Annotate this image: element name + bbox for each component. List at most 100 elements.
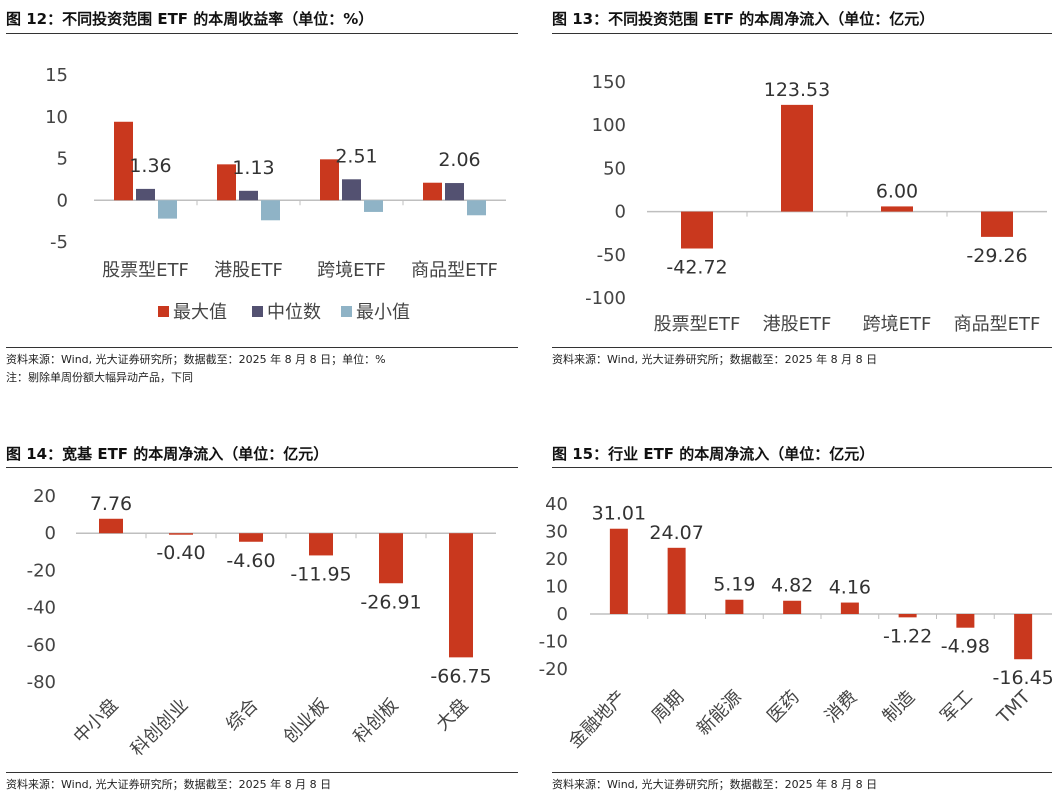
category-label: 科创板 [350, 695, 403, 748]
bar-最大值 [217, 164, 236, 201]
bar [783, 600, 802, 614]
category-label: 周期 [648, 687, 688, 727]
data-label: 4.16 [829, 577, 871, 599]
returns-chart: -5 0 5 10 15 1.36 股票型ETF 1.13 港股ETF 2.51 跨境ETF 2.06… [45, 65, 506, 323]
data-label: 1.36 [129, 155, 171, 177]
bar-中位数 [239, 190, 258, 201]
category-label: 港股ETF [214, 260, 283, 281]
category-label: 大盘 [432, 695, 472, 735]
bar-最小值 [467, 200, 486, 216]
category-label: 跨境ETF [863, 314, 932, 335]
source-note: 资料来源：Wind, 光大证券研究所；数据截至：2025 年 8 月 8 日 [552, 778, 878, 791]
y-tick-label: 20 [545, 549, 568, 570]
legend-label: 最大值 [173, 302, 227, 323]
bar [239, 533, 263, 542]
data-label: 2.51 [335, 145, 377, 167]
source-rule [6, 347, 518, 348]
source-note: 资料来源：Wind, 光大证券研究所；数据截至：2025 年 8 月 8 日；单… [6, 353, 386, 366]
y-tick-label: 0 [615, 202, 626, 223]
data-label: 6.00 [876, 180, 918, 202]
y-tick-label: -80 [27, 672, 56, 693]
bar [781, 104, 813, 212]
data-label: -0.40 [156, 542, 205, 564]
data-label: 123.53 [764, 79, 830, 101]
figure-13-panel: 图 13：不同投资范围 ETF 的本周净流入（单位：亿元） -100 -50 0 50… [552, 0, 1052, 390]
data-label: -4.98 [941, 636, 990, 658]
data-label: 7.76 [90, 493, 132, 515]
title-rule [552, 467, 1052, 468]
y-tick-label: 40 [545, 494, 568, 515]
bar [1014, 614, 1033, 660]
category-label: 股票型ETF [654, 314, 741, 335]
y-tick-label: -60 [27, 635, 56, 656]
category-label: TMT [993, 686, 1036, 729]
data-label: 5.19 [713, 574, 755, 596]
bar [667, 547, 686, 614]
figure-15-panel: 图 15：行业 ETF 的本周净流入（单位：亿元） -20 -10 0 10 20 30 4… [539, 436, 1054, 795]
bar [981, 211, 1013, 237]
sector-inflow-chart: -20 -10 0 10 20 30 40 31.01 金融地产 24.07 周期 5.19 新能源 4.… [539, 494, 1054, 753]
data-label: -1.22 [883, 625, 932, 647]
bar-最大值 [320, 159, 339, 201]
category-label: 跨境ETF [317, 260, 386, 281]
category-label: 金融地产 [565, 687, 631, 753]
bar-中位数 [342, 179, 361, 201]
data-label: 4.82 [771, 575, 813, 597]
y-tick-label: 15 [45, 65, 68, 86]
data-label: 24.07 [649, 522, 703, 544]
bar [840, 602, 859, 614]
category-label: 综合 [222, 695, 262, 735]
title-rule [6, 467, 518, 468]
source-rule [6, 772, 518, 773]
figure-title: 图 13：不同投资范围 ETF 的本周净流入（单位：亿元） [552, 10, 935, 28]
bar-最小值 [158, 200, 177, 219]
y-tick-label: -20 [539, 659, 568, 680]
source-rule [552, 772, 1052, 773]
bar [99, 518, 123, 534]
y-tick-label: -40 [27, 598, 56, 619]
data-label: -42.72 [666, 257, 727, 279]
legend-label: 最小值 [356, 302, 410, 323]
category-label: 港股ETF [763, 314, 832, 335]
y-tick-label: 10 [45, 107, 68, 128]
y-tick-label: -100 [585, 288, 626, 309]
bar [898, 614, 917, 618]
bar-中位数 [445, 183, 464, 201]
category-label: 股票型ETF [102, 260, 189, 281]
data-label: -26.91 [360, 591, 421, 613]
title-rule [6, 33, 518, 34]
y-tick-label: 50 [603, 158, 626, 179]
title-rule [552, 33, 1052, 34]
category-label: 科创创业 [127, 695, 193, 761]
category-label: 医药 [763, 687, 803, 727]
broad-index-inflow-chart: -80 -60 -40 -20 0 20 7.76 中小盘 -0.40 科创创业 -4.60 综合 -1… [27, 486, 496, 761]
source-rule [552, 347, 1052, 348]
data-label: -66.75 [430, 665, 491, 687]
bar [379, 533, 403, 584]
y-tick-label: 30 [545, 522, 568, 543]
bar [725, 599, 744, 614]
legend-label: 中位数 [267, 302, 321, 323]
y-tick-label: -50 [597, 245, 626, 266]
bar [956, 614, 975, 628]
legend-swatch [341, 306, 352, 317]
category-label: 中小盘 [70, 695, 123, 748]
bar-中位数 [136, 188, 155, 201]
y-tick-label: -5 [50, 232, 68, 253]
source-note: 资料来源：Wind, 光大证券研究所；数据截至：2025 年 8 月 8 日 [6, 778, 332, 791]
y-tick-label: 0 [57, 190, 68, 211]
data-label: -4.60 [226, 550, 275, 572]
bar-最小值 [364, 200, 383, 212]
category-label: 制造 [879, 687, 919, 727]
data-label: -29.26 [966, 245, 1027, 267]
bar-最小值 [261, 200, 280, 221]
bar [309, 533, 333, 556]
bar [881, 206, 913, 212]
figure-12-panel: 图 12：不同投资范围 ETF 的本周收益率（单位：%） -5 0 5 10 15 1.3… [6, 0, 518, 390]
bar [169, 533, 193, 535]
y-tick-label: 10 [545, 577, 568, 598]
bar [609, 528, 628, 614]
category-label: 创业板 [280, 695, 333, 748]
figure-title: 图 15：行业 ETF 的本周净流入（单位：亿元） [552, 445, 875, 463]
net-inflow-by-scope-chart: -100 -50 0 50 100 150 -42.72 股票型ETF 123.53 港股ETF 6… [585, 72, 1047, 335]
